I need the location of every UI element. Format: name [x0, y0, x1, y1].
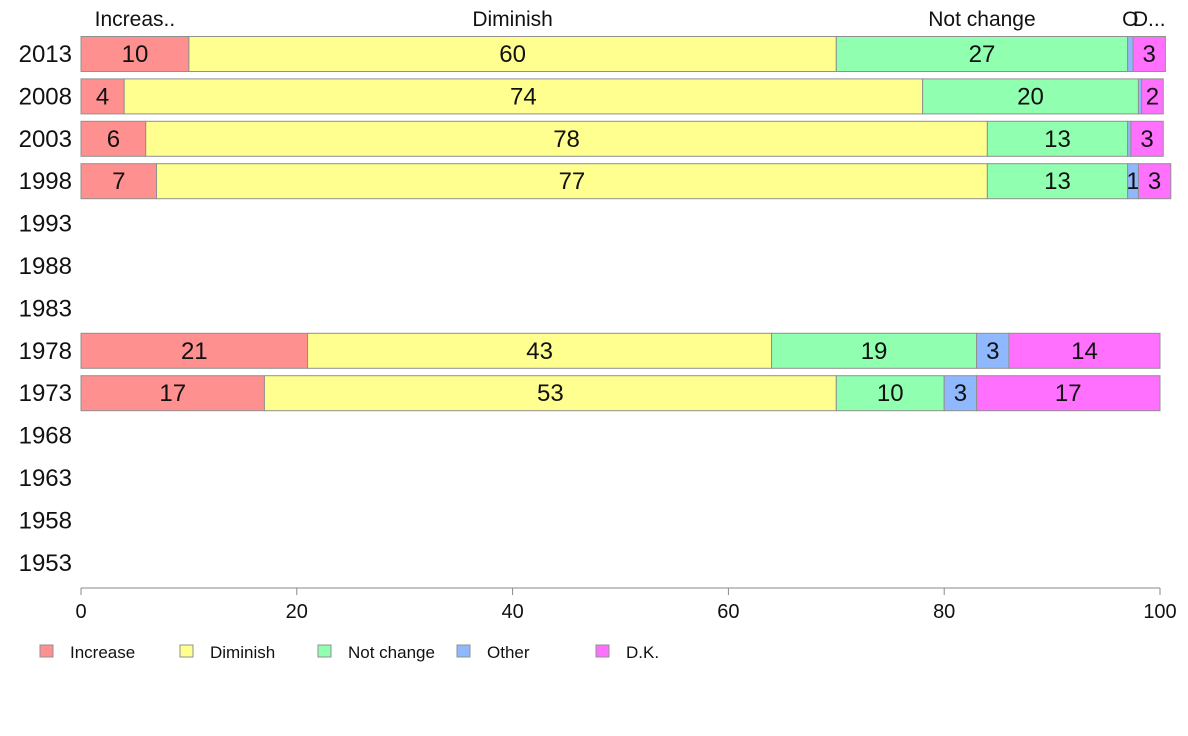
legend-label-0: Increase — [70, 643, 135, 662]
year-label-1963: 1963 — [19, 465, 72, 492]
year-labels: 2013 2008 2003 1998 1993 1988 1983 1978 1973 1968… — [19, 41, 72, 577]
data-label-2003-2: 13 — [1044, 126, 1071, 153]
bar-1998-d-k- — [1137, 163, 1172, 200]
bar-2008-not-change — [922, 78, 1139, 115]
bar-1978-diminish — [307, 332, 773, 369]
bar-2008-diminish — [123, 78, 924, 115]
top-label-4: D... — [1133, 8, 1166, 31]
data-label-1978-2: 19 — [861, 338, 888, 365]
bar-2013-diminish — [188, 36, 837, 72]
bar-2013-d-k- — [1132, 36, 1166, 72]
year-label-1968: 1968 — [19, 423, 72, 450]
legend-label-3: Other — [487, 643, 530, 662]
data-label-2003-0: 6 — [107, 126, 120, 153]
bar-1998-diminish — [156, 163, 988, 200]
bar-2003-increase — [80, 120, 147, 157]
bar-2003-d-k- — [1130, 120, 1164, 157]
data-label-1998-3: 1 — [1126, 168, 1139, 195]
bar-1973-d-k- — [976, 375, 1161, 412]
data-label-1973-2: 10 — [877, 380, 904, 407]
data-label-1998-4: 3 — [1148, 168, 1161, 195]
bar-2013-other — [1127, 36, 1134, 72]
year-label-1978: 1978 — [19, 338, 72, 365]
bar-1998-not-change — [986, 163, 1129, 200]
year-label-1998: 1998 — [19, 168, 72, 195]
legend-swatch-0 — [39, 644, 54, 658]
data-label-1998-1: 77 — [559, 168, 586, 195]
x-tick-label-20: 20 — [286, 601, 308, 623]
year-label-1973: 1973 — [19, 380, 72, 407]
legend-label-1: Diminish — [210, 643, 275, 662]
x-tick-label-80: 80 — [933, 601, 955, 623]
data-label-1978-4: 14 — [1071, 338, 1098, 365]
x-tick-label-40: 40 — [501, 601, 523, 623]
legend-swatch-4 — [595, 644, 610, 658]
bar-1978-other — [976, 332, 1010, 369]
bar-1973-increase — [80, 375, 265, 412]
bar-1978-d-k- — [1008, 332, 1161, 369]
data-label-1973-0: 17 — [159, 380, 186, 407]
x-axis: 0 20 40 60 80 100 — [75, 587, 1177, 623]
top-label-0: Increas.. — [95, 8, 176, 31]
year-label-1993: 1993 — [19, 211, 72, 238]
data-label-2008-2: 20 — [1017, 83, 1044, 110]
data-label-2013-2: 27 — [969, 41, 996, 68]
bar-1998-increase — [80, 163, 158, 200]
x-tick-label-60: 60 — [717, 601, 739, 623]
legend: Increase Diminish Not change Other D.K. — [39, 643, 659, 662]
bar-2003-diminish — [145, 120, 988, 157]
year-label-2013: 2013 — [19, 41, 72, 68]
data-label-1978-3: 3 — [986, 338, 999, 365]
data-label-2008-1: 74 — [510, 83, 537, 110]
bar-1978-increase — [80, 332, 309, 369]
legend-label-4: D.K. — [626, 643, 659, 662]
data-label-1998-0: 7 — [112, 168, 125, 195]
data-label-2003-1: 78 — [553, 126, 580, 153]
top-label-3: O — [1122, 8, 1138, 31]
data-label-2013-0: 10 — [122, 41, 149, 68]
legend-label-2: Not change — [348, 643, 435, 662]
data-label-1998-2: 13 — [1044, 168, 1071, 195]
x-tick-label-100: 100 — [1143, 601, 1176, 623]
year-label-2008: 2008 — [19, 83, 72, 110]
data-label-1973-4: 17 — [1055, 380, 1082, 407]
bar-2008-d-k- — [1141, 78, 1164, 115]
x-tick-label-0: 0 — [75, 601, 86, 623]
legend-swatch-2 — [317, 644, 332, 658]
legend-swatch-1 — [179, 644, 194, 658]
data-label-1978-1: 43 — [526, 338, 553, 365]
bar-1973-other — [943, 375, 978, 412]
bar-1978-not-change — [771, 332, 978, 369]
data-label-2013-1: 60 — [499, 41, 526, 68]
bar-2008-increase — [80, 78, 125, 115]
data-label-1973-1: 53 — [537, 380, 564, 407]
top-label-1: Diminish — [472, 8, 553, 31]
data-label-1973-3: 3 — [954, 380, 967, 407]
year-label-1983: 1983 — [19, 295, 72, 322]
bar-2003-not-change — [986, 120, 1129, 157]
year-label-1958: 1958 — [19, 507, 72, 534]
data-label-2008-4: 2 — [1146, 83, 1159, 110]
data-label-1978-0: 21 — [181, 338, 208, 365]
year-label-1988: 1988 — [19, 253, 72, 280]
bar-1973-diminish — [263, 375, 837, 412]
year-label-1953: 1953 — [19, 550, 72, 577]
data-label-2003-4: 3 — [1140, 126, 1153, 153]
legend-swatch-3 — [456, 644, 471, 658]
top-labels: Increas.. Diminish Not change OD... — [95, 8, 1166, 31]
data-label-2013-4: 3 — [1143, 41, 1156, 68]
year-label-2003: 2003 — [19, 126, 72, 153]
data-label-2008-0: 4 — [96, 83, 109, 110]
top-label-2: Not change — [928, 8, 1035, 31]
